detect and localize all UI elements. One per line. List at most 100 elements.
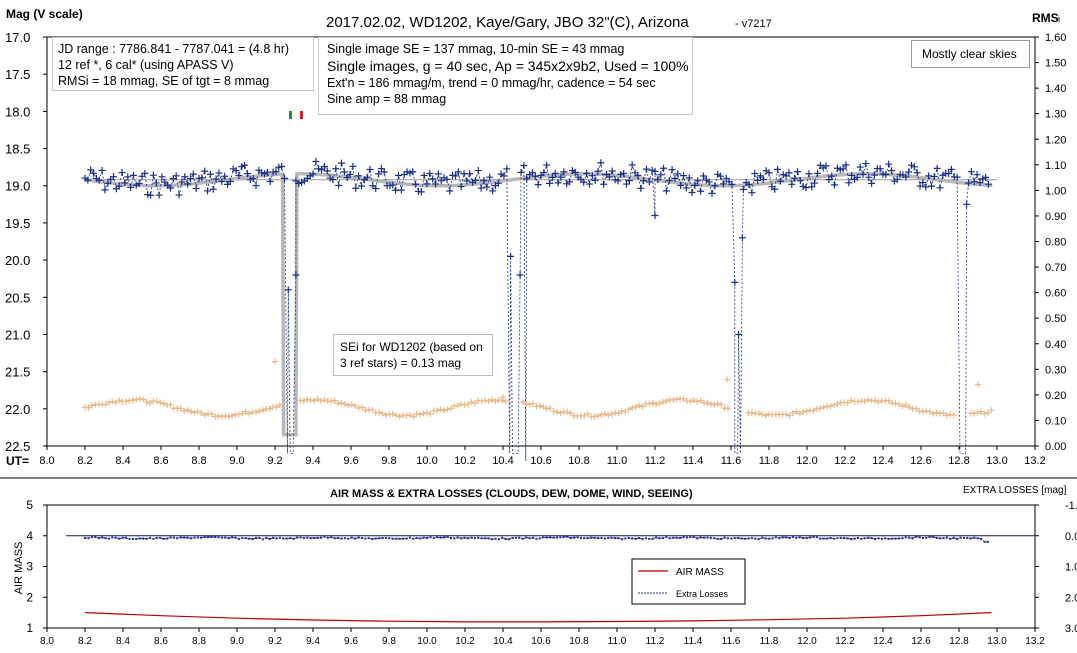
main-series-point	[984, 180, 992, 188]
start-marker-green	[289, 111, 292, 119]
main-series-point	[152, 179, 160, 187]
extra-losses-point	[809, 536, 812, 539]
ref-series-point	[242, 408, 249, 415]
main-series-point	[235, 172, 243, 180]
main-series-point	[471, 177, 479, 185]
extra-losses-point	[603, 537, 606, 540]
main-series-point	[212, 175, 220, 183]
extra-losses-point	[525, 536, 528, 539]
ref-series-point	[656, 400, 663, 407]
bottom-x-tick-label: 11.2	[646, 636, 665, 647]
main-series-point	[933, 164, 941, 172]
ref-series-point	[724, 376, 731, 383]
extra-losses-point	[217, 536, 220, 539]
ref-series-point	[550, 408, 557, 415]
sky-note-text: Mostly clear skies	[922, 47, 1017, 61]
ref-series-point	[500, 394, 506, 401]
ref-series-point	[266, 405, 273, 412]
ref-series-point	[146, 400, 153, 407]
extra-losses-point	[754, 537, 757, 540]
main-series-point	[776, 177, 784, 185]
ref-series-point	[817, 405, 824, 412]
ref-series-point	[355, 405, 362, 412]
extra-losses-point	[590, 536, 593, 539]
extra-losses-point	[692, 536, 695, 539]
main-series-point	[588, 172, 596, 180]
extra-losses-point	[155, 536, 158, 539]
extra-losses-point	[306, 536, 309, 539]
ref-series-point	[88, 402, 95, 409]
extra-losses-point	[114, 536, 117, 539]
main-series-point	[597, 159, 605, 167]
x-tick-label: 13.0	[986, 455, 1007, 467]
extra-losses-point	[730, 537, 733, 540]
extra-losses-point	[627, 537, 630, 540]
extra-losses-point	[679, 536, 682, 539]
extra-losses-point	[258, 536, 261, 539]
main-series-point	[278, 162, 286, 170]
extra-losses-point	[538, 537, 541, 540]
extra-losses-point	[152, 537, 155, 540]
extra-losses-point	[179, 536, 182, 539]
main-series-point	[232, 167, 240, 175]
y2-tick-label: 1.10	[1045, 160, 1066, 172]
extra-losses-point	[723, 536, 726, 539]
ref-series-point	[540, 404, 547, 411]
info-box-left: JD range : 7786.841 - 7787.041 = (4.8 hr…	[52, 37, 314, 91]
extra-losses-point	[668, 537, 671, 540]
air-mass-line	[84, 612, 992, 623]
extra-losses-point	[422, 536, 425, 539]
info-center-line-2: Single images, g = 40 sec, Ap = 345x2x9b…	[327, 58, 689, 74]
bottom-x-tick-label: 8.6	[154, 636, 168, 647]
bottom-x-tick-label: 10.4	[493, 636, 513, 647]
main-series-point	[546, 179, 554, 187]
main-series-point	[184, 180, 192, 188]
main-series-point	[503, 165, 511, 173]
ref-series-point	[820, 404, 827, 411]
legend-extra-losses-label: Extra Losses	[676, 589, 729, 599]
extra-losses-point	[477, 536, 480, 539]
bottom-x-tick-label: 12.8	[949, 636, 969, 647]
ref-series-point	[379, 410, 386, 417]
extra-losses-point	[131, 537, 134, 540]
ref-series-point	[314, 396, 321, 403]
ref-series-point	[160, 400, 167, 407]
ref-series-point	[687, 398, 694, 405]
extra-losses-point	[518, 536, 521, 539]
bottom-x-tick-label: 10.8	[569, 636, 589, 647]
main-series-point	[654, 176, 662, 184]
main-series-point	[249, 175, 257, 183]
extra-losses-point	[805, 537, 808, 540]
extra-losses-point	[446, 535, 449, 538]
ref-series-point	[981, 410, 988, 417]
extra-losses-point	[549, 536, 552, 539]
main-series-point	[842, 161, 850, 169]
ref-series-point	[499, 397, 506, 404]
ref-series-point	[348, 401, 355, 408]
extra-losses-point	[501, 536, 504, 539]
extra-losses-point	[326, 536, 329, 539]
main-series-point	[967, 168, 975, 176]
ref-series-point	[950, 412, 957, 419]
ref-series-point	[974, 409, 981, 416]
x-axis-label: UT=	[6, 454, 29, 468]
ref-series-point	[376, 409, 383, 416]
x-tick-label: 8.6	[153, 455, 168, 467]
y2-tick-label: 1.50	[1045, 58, 1066, 70]
extra-losses-point	[788, 536, 791, 539]
main-series-point	[243, 170, 251, 178]
x-tick-label: 11.2	[645, 455, 666, 467]
bottom-chart-title: AIR MASS & EXTRA LOSSES (CLOUDS, DEW, DO…	[330, 488, 693, 500]
extra-losses-point	[798, 536, 801, 539]
ref-series-point	[834, 400, 841, 407]
main-series-point	[671, 174, 679, 182]
extra-losses-point	[234, 536, 237, 539]
extra-losses-point	[104, 537, 107, 540]
main-series-point	[791, 174, 799, 182]
extra-losses-point	[726, 537, 729, 540]
ref-series-point	[194, 408, 201, 415]
extra-losses-point	[973, 536, 976, 539]
main-series-point	[135, 180, 143, 188]
ref-series-point	[824, 403, 831, 410]
extra-losses-point	[785, 536, 788, 539]
